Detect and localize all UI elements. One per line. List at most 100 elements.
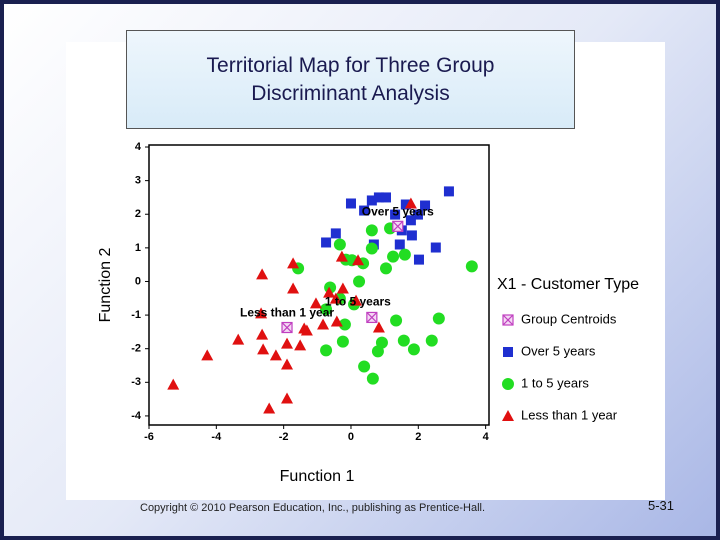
centroid-cross [366,312,378,323]
annotation: 1 to 5 years [325,295,391,309]
marker [336,335,349,348]
marker [372,321,385,333]
marker [287,257,300,269]
marker [406,230,417,241]
marker [256,328,269,340]
y-tick-label: 1 [135,242,141,254]
marker [338,318,351,331]
y-tick-label: 4 [135,141,142,153]
legend-label: Group Centroids [521,311,617,326]
marker [287,282,300,294]
marker [407,343,420,356]
marker [281,358,294,370]
marker [317,318,330,330]
marker [502,378,514,390]
marker [321,237,332,248]
centroid-cross [502,314,514,326]
x-tick-label: 0 [348,431,354,443]
y-tick-label: -1 [131,309,141,321]
marker [366,311,378,324]
chart-title: Territorial Map for Three Group Discrimi… [126,30,575,129]
marker [392,220,404,232]
marker [350,294,363,306]
marker [379,262,392,275]
marker [201,349,214,361]
marker [366,372,379,385]
marker [502,410,514,421]
marker [375,336,388,349]
marker [400,199,411,210]
y-tick-label: -4 [131,410,142,422]
x-tick-label: -6 [144,431,154,443]
marker [365,242,378,255]
marker [257,343,270,355]
marker [330,315,343,327]
y-tick-label: -3 [131,376,141,388]
marker [232,333,245,345]
page-number: 5-31 [648,498,675,513]
marker [503,347,513,357]
marker [353,275,366,288]
marker [345,198,356,209]
marker [281,321,293,334]
marker [405,215,416,226]
marker [309,297,322,309]
marker [413,254,424,265]
marker [380,192,391,203]
centroid-cross [281,322,293,333]
legend-label: Over 5 years [521,343,596,358]
marker [404,197,417,209]
y-tick-label: -2 [131,343,141,355]
legend-label: Less than 1 year [521,407,618,422]
marker [329,292,342,304]
marker [335,250,348,262]
marker [412,209,423,220]
marker [394,239,405,250]
marker [432,312,445,325]
marker [320,303,333,316]
marker [294,339,307,351]
marker [333,238,346,251]
marker [281,337,294,349]
marker [390,314,403,327]
marker [255,307,268,319]
y-tick-label: 2 [135,208,141,220]
y-axis-label: Function 2 [97,248,114,323]
legend-title: X1 - Customer Type [497,276,639,293]
marker [358,360,371,373]
x-tick-label: 2 [415,431,421,443]
marker [359,205,370,216]
x-tick-label: -4 [211,431,222,443]
marker [366,195,377,206]
marker [300,324,313,336]
plot-frame [148,144,490,426]
marker [397,334,410,347]
marker [269,349,282,361]
marker [365,224,378,237]
x-tick-label: 4 [483,431,490,443]
x-tick-label: -2 [279,431,289,443]
annotation: Over 5 years [362,205,434,219]
marker [330,228,341,239]
marker [502,314,514,326]
marker [256,268,269,280]
annotation: Less than 1 year [240,306,334,320]
marker [443,186,454,197]
marker [336,282,349,294]
marker [281,392,294,404]
marker [373,192,384,203]
marker [320,344,333,357]
copyright: Copyright © 2010 Pearson Education, Inc.… [140,502,486,514]
marker [167,378,180,390]
marker [398,248,411,261]
marker [352,254,365,266]
marker [387,250,400,263]
marker [323,286,336,298]
y-tick-label: 3 [135,175,141,187]
x-axis-label: Function 1 [280,468,355,485]
marker [425,334,438,347]
centroid-cross [392,220,404,232]
marker [420,200,431,211]
